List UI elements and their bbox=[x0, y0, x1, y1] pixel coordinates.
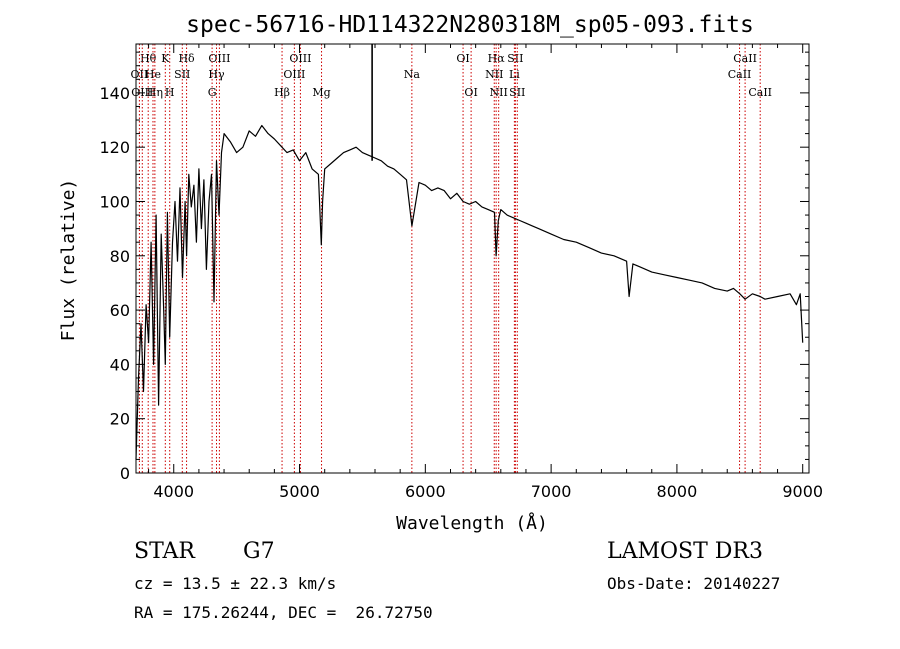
marker-label: NII bbox=[485, 68, 503, 81]
y-tick-label: 40 bbox=[110, 355, 130, 374]
spectrum-series bbox=[135, 44, 804, 460]
marker-label: CaII bbox=[748, 86, 772, 99]
y-tick-label: 140 bbox=[99, 84, 130, 103]
marker-label: OI bbox=[456, 52, 469, 65]
marker-label: Hγ bbox=[208, 68, 225, 81]
marker-label: OIII bbox=[283, 68, 305, 81]
marker-label: OI bbox=[464, 86, 477, 99]
marker-label: OIII bbox=[289, 52, 311, 65]
y-tick-label: 120 bbox=[99, 138, 130, 157]
marker-label: CaII bbox=[733, 52, 757, 65]
x-axis-label: Wavelength (Å) bbox=[396, 512, 548, 534]
marker-label: SII bbox=[507, 52, 523, 65]
y-axis-label: Flux (relative) bbox=[58, 179, 79, 342]
y-tick-label: 0 bbox=[120, 464, 130, 483]
survey-name: LAMOST DR3 bbox=[607, 539, 763, 564]
marker-label: K bbox=[161, 52, 170, 65]
axes: 4000 5000 6000 7000 8000 9000 0 20 40 60 80 100 120 1… bbox=[99, 44, 823, 501]
marker-label: Hη bbox=[147, 86, 163, 99]
marker-label: OII bbox=[131, 68, 149, 81]
object-class: STAR bbox=[134, 539, 195, 564]
marker-label: G bbox=[208, 86, 217, 99]
y-tick-label: 80 bbox=[110, 247, 130, 266]
marker-label: NII bbox=[490, 86, 508, 99]
marker-label: Mg bbox=[312, 86, 330, 99]
marker-label: H bbox=[165, 86, 175, 99]
y-tick-label: 100 bbox=[99, 192, 130, 211]
x-tick-label: 8000 bbox=[657, 482, 698, 501]
spectral-subclass: G7 bbox=[243, 539, 275, 564]
marker-label: Hα bbox=[488, 52, 506, 65]
x-tick-label: 5000 bbox=[279, 482, 320, 501]
plot-frame bbox=[135, 43, 810, 474]
marker-label: SII bbox=[174, 68, 190, 81]
x-tick-label: 7000 bbox=[531, 482, 572, 501]
coordinates-readout: RA = 175.26244, DEC = 26.72750 bbox=[134, 603, 433, 622]
spectrum-line-0 bbox=[135, 124, 804, 460]
marker-label: Li bbox=[509, 68, 520, 81]
marker-label: SII bbox=[509, 86, 525, 99]
marker-label: CaII bbox=[728, 68, 752, 81]
marker-label: He bbox=[145, 68, 161, 81]
x-tick-label: 4000 bbox=[153, 482, 194, 501]
y-tick-label: 60 bbox=[110, 301, 130, 320]
marker-label: Na bbox=[404, 68, 421, 81]
x-tick-label: 6000 bbox=[405, 482, 446, 501]
redshift-readout: cz = 13.5 ± 22.3 km/s bbox=[134, 574, 337, 593]
chart-title: spec-56716-HD114322N280318M_sp05-093.fit… bbox=[186, 12, 754, 38]
x-tick-label: 9000 bbox=[782, 482, 823, 501]
marker-label: Hβ bbox=[274, 86, 290, 99]
observation-date: Obs-Date: 20140227 bbox=[607, 574, 781, 593]
marker-label: Hδ bbox=[178, 52, 195, 65]
y-tick-label: 20 bbox=[110, 410, 130, 429]
marker-label: OIII bbox=[208, 52, 230, 65]
